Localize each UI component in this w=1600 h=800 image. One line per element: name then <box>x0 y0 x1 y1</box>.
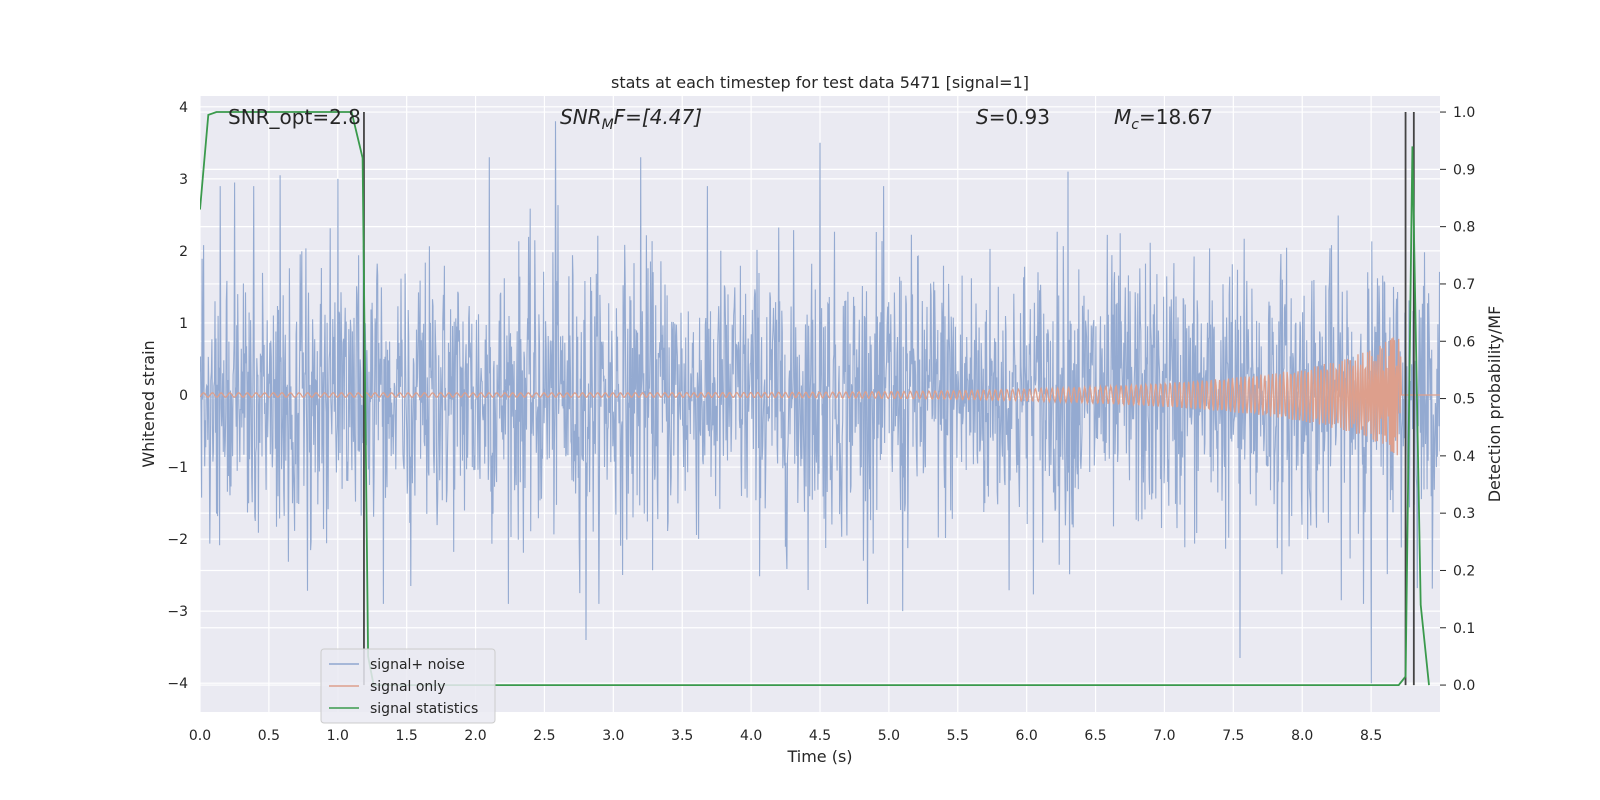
x-tick-label: 2.5 <box>533 728 555 744</box>
annotation-s-tail: =0.93 <box>989 105 1050 129</box>
annotation-s-main: S <box>976 105 989 129</box>
signal-only-line <box>200 337 1440 456</box>
y-left-tick-label: 0 <box>179 388 188 404</box>
y-left-tick-label: 2 <box>179 244 188 260</box>
y-left-tick-label: −3 <box>167 604 188 620</box>
x-tick-label: 7.5 <box>1222 728 1244 744</box>
annotation-mc: Mc=18.67 <box>1114 105 1213 133</box>
annotation-snr-mf-sub: M <box>602 117 614 133</box>
x-tick-label: 1.0 <box>327 728 349 744</box>
y-right-tick-label: 0.8 <box>1453 220 1475 236</box>
annotation-mc-main: M <box>1114 105 1131 129</box>
y-right-tick-label: 0.2 <box>1453 563 1475 579</box>
annotation-s: S=0.93 <box>976 105 1050 129</box>
x-tick-label: 5.0 <box>878 728 900 744</box>
y-right-tick-label: 0.0 <box>1453 678 1475 694</box>
y-left-tick-label: 1 <box>179 316 188 332</box>
chart-title: stats at each timestep for test data 547… <box>611 73 1029 92</box>
y-left-tick-label: −2 <box>167 532 188 548</box>
y-left-axis-ticks: 4 3 2 1 0 −1 −2 −3 −4 <box>167 100 188 692</box>
y-left-tick-label: −4 <box>167 676 188 692</box>
x-tick-label: 2.0 <box>464 728 486 744</box>
y-left-axis-label: Whitened strain <box>139 340 158 467</box>
x-tick-label: 0.5 <box>258 728 280 744</box>
x-tick-label: 3.5 <box>671 728 693 744</box>
x-axis-label: Time (s) <box>786 747 852 766</box>
legend-label-signal-only: signal only <box>370 679 445 695</box>
y-left-tick-label: −1 <box>167 460 188 476</box>
y-right-tick-label: 0.1 <box>1453 621 1475 637</box>
x-tick-label: 4.0 <box>740 728 762 744</box>
x-tick-label: 1.5 <box>396 728 418 744</box>
x-tick-label: 8.0 <box>1291 728 1313 744</box>
y-right-tick-label: 0.3 <box>1453 506 1475 522</box>
y-right-tick-label: 0.9 <box>1453 162 1475 178</box>
y-right-tick-label: 0.6 <box>1453 334 1475 350</box>
y-right-tick-label: 0.4 <box>1453 449 1475 465</box>
y-right-tick-label: 1.0 <box>1453 105 1475 121</box>
x-tick-label: 3.0 <box>602 728 624 744</box>
legend-label-signal-noise: signal+ noise <box>370 657 465 673</box>
x-tick-label: 6.5 <box>1084 728 1106 744</box>
x-tick-label: 5.5 <box>947 728 969 744</box>
y-right-tick-label: 0.5 <box>1453 392 1475 408</box>
annotation-snr-mf-tail: F=[4.47] <box>614 105 702 129</box>
y-left-tick-label: 4 <box>179 100 188 116</box>
y-right-axis-ticks: 1.0 0.9 0.8 0.7 0.6 0.5 0.4 0.3 0.2 0.1 0.0 <box>1440 105 1475 694</box>
series-signal-noise <box>200 121 1440 684</box>
legend: signal+ noise signal only signal statist… <box>320 648 496 724</box>
x-axis-ticks: 0.0 0.5 1.0 1.5 2.0 2.5 3.0 3.5 4.0 4.5 5.0 5.5 6.0 6… <box>189 728 1382 744</box>
x-tick-label: 4.5 <box>809 728 831 744</box>
legend-box <box>320 648 496 724</box>
x-tick-label: 8.5 <box>1360 728 1382 744</box>
legend-label-signal-statistics: signal statistics <box>370 701 478 717</box>
annotation-snr-mf-main: SNR <box>560 105 602 129</box>
series-signal-only <box>200 337 1440 456</box>
annotation-snr-opt: SNR_opt=2.8 <box>228 105 361 129</box>
x-tick-label: 0.0 <box>189 728 211 744</box>
y-right-tick-label: 0.7 <box>1453 277 1475 293</box>
signal-noise-line <box>200 121 1440 684</box>
annotation-snr-mf: SNRMF=[4.47] <box>560 105 702 133</box>
annotation-mc-sub: c <box>1131 117 1139 133</box>
x-tick-label: 7.0 <box>1153 728 1175 744</box>
y-left-tick-label: 3 <box>179 172 188 188</box>
x-tick-label: 6.0 <box>1016 728 1038 744</box>
y-right-axis-label: Detection probability/MF <box>1485 306 1504 503</box>
annotation-mc-tail: =18.67 <box>1139 105 1213 129</box>
